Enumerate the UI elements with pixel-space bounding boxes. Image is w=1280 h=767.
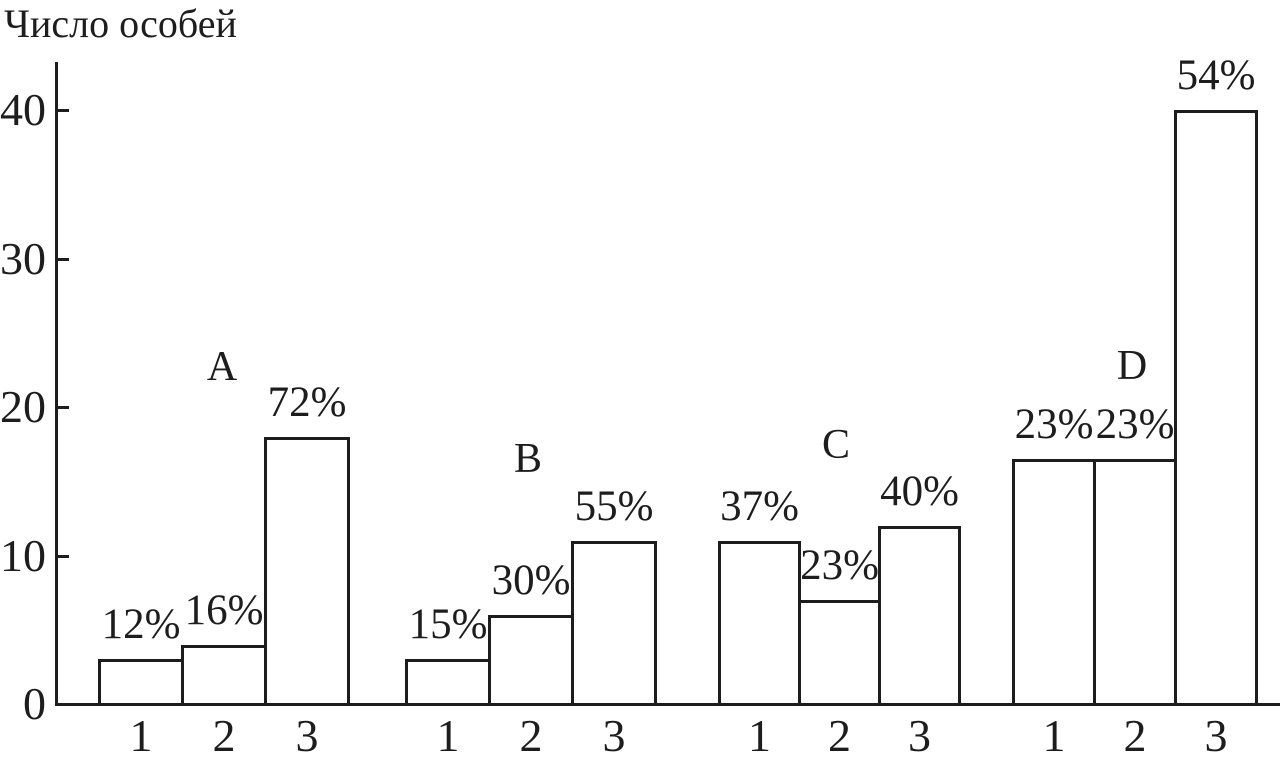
x-tick-label: 2	[1123, 710, 1147, 761]
x-tick-label: 3	[295, 710, 319, 761]
bar-value-label: 23%	[1095, 401, 1175, 448]
y-axis-line	[55, 62, 58, 706]
bar	[488, 615, 574, 706]
x-tick-label: 2	[212, 710, 236, 761]
bar-value-label: 16%	[184, 587, 264, 634]
x-tick-label: 2	[519, 710, 543, 761]
x-tick-label: 2	[828, 710, 851, 761]
bar-value-label: 55%	[574, 483, 654, 530]
bar	[405, 659, 491, 706]
y-tick-label: 20	[0, 381, 46, 432]
y-tick	[55, 703, 69, 706]
bar	[98, 659, 184, 706]
bar-value-label: 40%	[880, 468, 959, 515]
bar-value-label: 23%	[1014, 401, 1094, 448]
y-axis-title: Число особей	[4, 1, 237, 46]
bar-value-label: 54%	[1176, 52, 1256, 99]
x-tick-label: 3	[602, 710, 626, 761]
y-tick	[55, 555, 69, 558]
x-axis-line	[55, 703, 1280, 706]
x-tick-label: 1	[1042, 710, 1066, 761]
bar	[1093, 459, 1177, 706]
group-label: D	[1116, 343, 1148, 389]
bar	[718, 541, 801, 706]
bar	[798, 600, 881, 706]
y-tick-label: 10	[0, 530, 46, 581]
bar	[181, 645, 267, 706]
bar-value-label: 30%	[491, 557, 571, 604]
y-tick	[55, 258, 69, 261]
x-tick-label: 1	[129, 710, 153, 761]
x-tick-label: 3	[908, 710, 931, 761]
bar	[1012, 459, 1096, 706]
group-label: C	[821, 422, 851, 468]
bar-value-label: 72%	[267, 379, 347, 426]
x-tick-label: 3	[1204, 710, 1228, 761]
x-tick-label: 1	[436, 710, 460, 761]
bar-value-label: 37%	[720, 483, 799, 530]
bar-value-label: 12%	[101, 601, 181, 648]
y-tick-label: 0	[23, 678, 46, 729]
bar-value-label: 15%	[408, 601, 488, 648]
y-tick-label: 40	[0, 84, 46, 135]
group-label: A	[206, 344, 238, 390]
x-tick-label: 1	[748, 710, 771, 761]
bar	[571, 541, 657, 706]
y-tick	[55, 406, 69, 409]
bar	[878, 526, 961, 706]
group-label: B	[513, 436, 543, 482]
bar	[264, 437, 350, 706]
bar-value-label: 23%	[800, 542, 879, 589]
y-tick-label: 30	[0, 233, 46, 284]
bar	[1174, 110, 1258, 706]
y-tick	[55, 109, 69, 112]
